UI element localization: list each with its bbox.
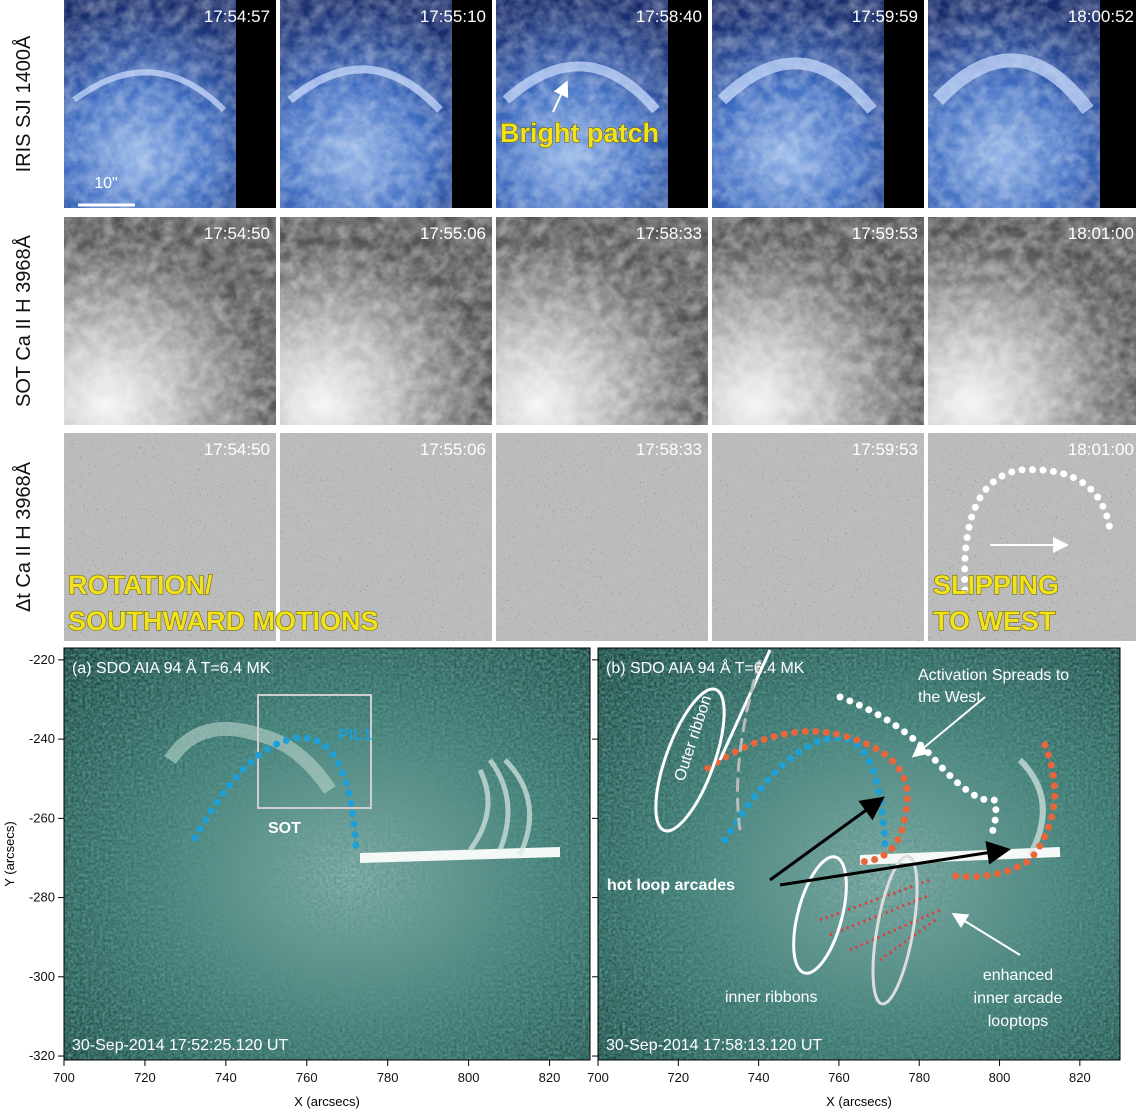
image-rows: IRIS SJI 1400Å 17:54:57 17:55:10 17:58:40 17… <box>12 0 1136 641</box>
row-annotations: 10" Bright patch ROTATION/ SOUTHWARD MOT… <box>68 80 1114 637</box>
row-label: SOT Ca II H 3968Å <box>12 234 35 407</box>
x-tick-label: 760 <box>296 1070 318 1085</box>
x-tick-label: 820 <box>539 1070 561 1085</box>
y-axis-label: Y (arcsecs) <box>2 821 17 887</box>
y-tick-label: -220 <box>29 652 55 667</box>
bright-patch-label: Bright patch <box>500 118 659 148</box>
x-tick-label: 700 <box>53 1070 75 1085</box>
y-tick-label: -280 <box>29 890 55 905</box>
axes-frame <box>63 647 591 1061</box>
timestamp: 18:00:52 <box>1068 7 1134 26</box>
image-panel: 17:54:50 <box>64 433 276 641</box>
aia-panel-a <box>64 648 590 1060</box>
slipping-label: SLIPPING <box>933 570 1059 600</box>
axes-frame <box>597 647 1121 1061</box>
timestamp: 18:01:00 <box>1068 224 1134 243</box>
image-panel: 17:59:59 <box>712 0 924 208</box>
x-axis-label: X (arcsecs) <box>294 1094 360 1109</box>
timestamp: 17:55:06 <box>420 440 486 459</box>
y-tick-label: -260 <box>29 810 55 825</box>
y-tick-label: -320 <box>29 1048 55 1063</box>
image-panel: 17:54:57 <box>64 0 276 208</box>
image-panel: 17:54:50 <box>64 217 276 425</box>
timestamp: 17:58:33 <box>636 224 702 243</box>
rotation-label: ROTATION/ <box>68 570 213 600</box>
x-tick-label: 740 <box>748 1070 770 1085</box>
image-panel: 18:01:00 <box>928 217 1136 425</box>
x-tick-label: 760 <box>828 1070 850 1085</box>
image-panel: 17:55:06 <box>280 433 492 641</box>
row-label: IRIS SJI 1400Å <box>12 35 35 172</box>
hot-loop-label: hot loop arcades <box>607 877 735 894</box>
timestamp: 17:59:53 <box>852 224 918 243</box>
panel-b-title: (b) SDO AIA 94 Å T=6.4 MK <box>606 658 805 677</box>
aia-panel-b <box>598 648 1120 1060</box>
x-tick-label: 720 <box>134 1070 156 1085</box>
image-panel: 17:58:33 <box>496 433 708 641</box>
pil1-label: PIL1 <box>338 727 372 744</box>
to-west-label: TO WEST <box>933 606 1056 636</box>
looptops-label-2: inner arcade <box>974 990 1063 1007</box>
activation-label-2: the West <box>918 689 981 706</box>
axes: 700 720 740 760 780 800 820 -220 -240 -260 -280 -30… <box>29 647 1121 1085</box>
panel-a-timestamp: 30-Sep-2014 17:52:25.120 UT <box>72 1037 288 1054</box>
x-tick-label: 800 <box>458 1070 480 1085</box>
timestamp: 17:59:59 <box>852 7 918 26</box>
timestamp: 17:58:33 <box>636 440 702 459</box>
x-tick-label: 780 <box>377 1070 399 1085</box>
image-panel: 17:59:53 <box>712 433 924 641</box>
timestamp: 17:54:57 <box>204 7 270 26</box>
looptops-label-3: looptops <box>988 1013 1049 1030</box>
panel-a-title: (a) SDO AIA 94 Å T=6.4 MK <box>72 658 271 677</box>
image-panel: 18:01:00 <box>928 433 1136 641</box>
x-tick-label: 740 <box>215 1070 237 1085</box>
timestamp: 17:58:40 <box>636 7 702 26</box>
sot-box-label: SOT <box>268 820 301 837</box>
scale-bar-label: 10" <box>94 175 117 192</box>
x-tick-label: 820 <box>1069 1070 1091 1085</box>
image-panel: 17:59:53 <box>712 217 924 425</box>
timestamp: 17:55:06 <box>420 224 486 243</box>
row-label: Δt Ca II H 3968Å <box>12 461 35 612</box>
x-tick-label: 800 <box>989 1070 1011 1085</box>
timestamp: 17:59:53 <box>852 440 918 459</box>
image-panel: 17:55:10 <box>280 0 492 208</box>
southward-label: SOUTHWARD MOTIONS <box>68 606 379 636</box>
timestamp: 17:54:50 <box>204 440 270 459</box>
image-panel: 17:58:40 <box>496 0 708 208</box>
x-tick-label: 720 <box>667 1070 689 1085</box>
x-tick-label: 700 <box>587 1070 609 1085</box>
panel-b-timestamp: 30-Sep-2014 17:58:13.120 UT <box>606 1037 822 1054</box>
y-tick-label: -240 <box>29 731 55 746</box>
image-panel: 17:55:06 <box>280 217 492 425</box>
timestamp: 17:55:10 <box>420 7 486 26</box>
looptops-label-1: enhanced <box>983 967 1053 984</box>
image-panel: 17:58:33 <box>496 217 708 425</box>
activation-label-1: Activation Spreads to <box>918 667 1069 684</box>
x-axis-label: X (arcsecs) <box>826 1094 892 1109</box>
timestamp: 18:01:00 <box>1068 440 1134 459</box>
timestamp: 17:54:50 <box>204 224 270 243</box>
inner-ribbons-label: inner ribbons <box>725 989 818 1006</box>
image-panel: 18:00:52 <box>928 0 1136 208</box>
y-tick-label: -300 <box>29 969 55 984</box>
x-tick-label: 780 <box>908 1070 930 1085</box>
